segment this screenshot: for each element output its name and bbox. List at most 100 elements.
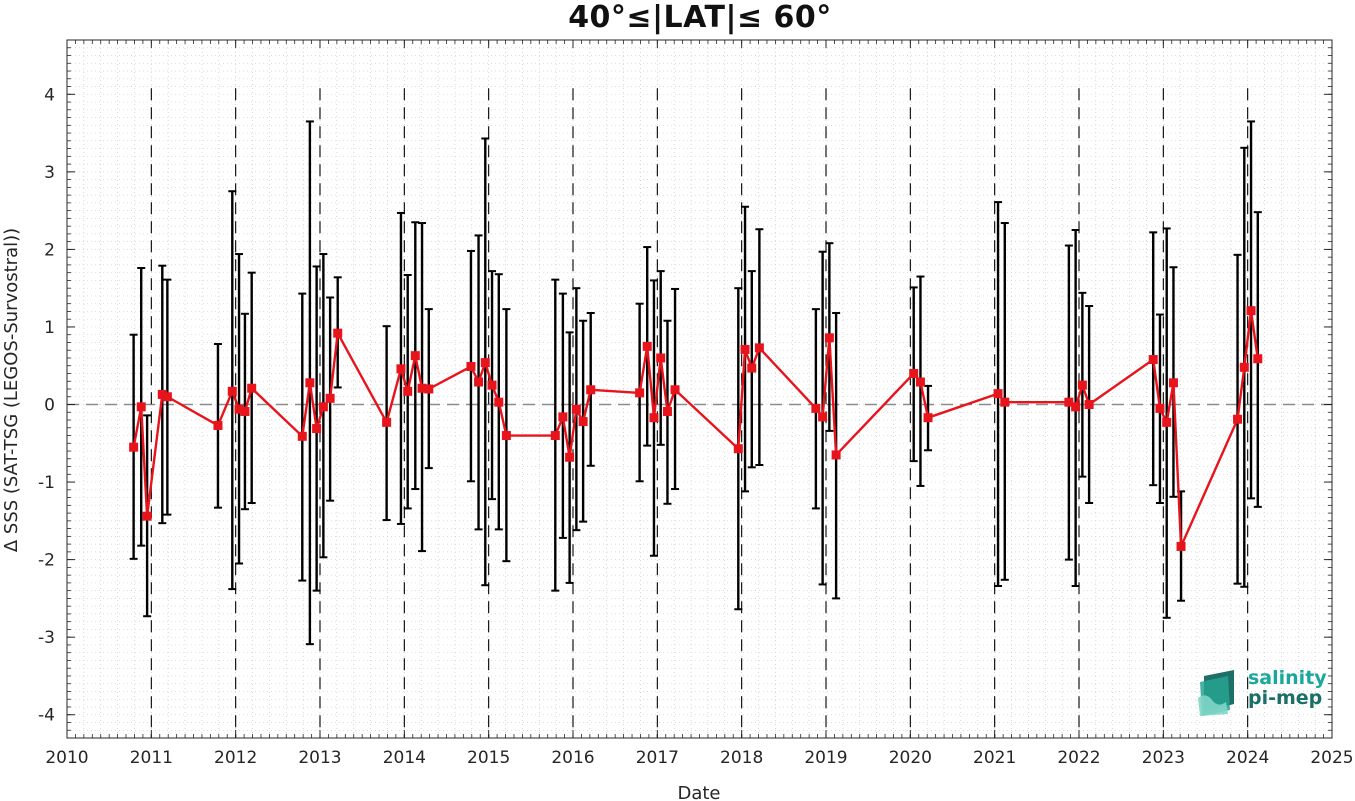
data-point-marker — [297, 431, 307, 441]
y-tick-label: 3 — [44, 163, 55, 183]
data-point-marker — [129, 442, 139, 452]
data-point-marker — [480, 358, 490, 368]
data-point-marker — [227, 386, 237, 396]
data-point-marker — [915, 377, 925, 387]
x-tick-label: 2011 — [130, 748, 173, 768]
data-point-marker — [466, 362, 476, 372]
marker-layer — [129, 306, 1263, 551]
data-point-marker — [909, 368, 919, 378]
x-tick-label: 2024 — [1226, 748, 1269, 768]
data-point-marker — [410, 351, 420, 361]
data-point-marker — [740, 344, 750, 354]
data-point-marker — [993, 389, 1003, 399]
y-tick-label: -3 — [38, 628, 55, 648]
data-point-marker — [1064, 397, 1074, 407]
y-axis-label: Δ SSS (SAT-TSG (LEGOS-Survostral)) — [1, 228, 22, 552]
data-point-marker — [649, 413, 659, 423]
x-tick-label: 2012 — [214, 748, 257, 768]
data-point-marker — [1233, 414, 1243, 424]
data-point-marker — [396, 364, 406, 374]
data-point-marker — [1176, 541, 1186, 551]
x-axis-label: Date — [677, 783, 720, 801]
x-tick-label: 2013 — [298, 748, 341, 768]
x-tick-label: 2010 — [45, 748, 88, 768]
data-point-marker — [501, 431, 511, 441]
data-point-marker — [382, 417, 392, 427]
y-tick-label: 0 — [44, 396, 55, 416]
data-point-marker — [1168, 378, 1178, 388]
tick-layer: 2010 2011 2012 2013 2014 2015 2016 2017 2018 2019… — [38, 39, 1354, 768]
data-point-marker — [213, 420, 223, 430]
data-point-marker — [1071, 402, 1081, 412]
data-point-marker — [824, 333, 834, 343]
data-point-marker — [240, 406, 250, 416]
data-point-marker — [142, 511, 152, 521]
data-point-marker — [162, 392, 172, 402]
salinity-pi-mep-logo: salinity pi-mep — [1196, 668, 1336, 718]
data-point-marker — [333, 328, 343, 338]
data-point-marker — [571, 404, 581, 414]
data-point-marker — [247, 383, 257, 393]
data-point-marker — [642, 341, 652, 351]
data-point-marker — [818, 412, 828, 422]
logo-text: salinity pi-mep — [1248, 668, 1327, 708]
data-point-marker — [1077, 380, 1087, 390]
data-point-marker — [747, 363, 757, 373]
x-tick-label: 2022 — [1057, 748, 1100, 768]
x-tick-label: 2021 — [973, 748, 1016, 768]
x-tick-label: 2019 — [804, 748, 847, 768]
data-point-marker — [474, 377, 484, 387]
data-point-marker — [494, 397, 504, 407]
data-point-marker — [1000, 397, 1010, 407]
logo-line1: salinity — [1248, 667, 1327, 689]
data-point-marker — [1155, 403, 1165, 413]
data-point-marker — [733, 444, 743, 454]
data-point-marker — [586, 385, 596, 395]
data-point-marker — [1162, 417, 1172, 427]
data-point-marker — [662, 406, 672, 416]
data-point-marker — [1246, 306, 1256, 316]
x-tick-label: 2023 — [1142, 748, 1185, 768]
data-point-marker — [1253, 354, 1263, 364]
y-tick-label: -2 — [38, 551, 55, 571]
data-point-marker — [565, 452, 575, 462]
y-tick-label: 1 — [44, 318, 55, 338]
data-point-marker — [558, 412, 568, 422]
chart-title: 40°≤|LAT|≤ 60° — [568, 0, 832, 35]
data-point-marker — [403, 386, 413, 396]
data-point-marker — [811, 403, 821, 413]
y-tick-label: -4 — [38, 706, 55, 726]
data-point-marker — [312, 424, 322, 434]
data-point-marker — [325, 393, 335, 403]
data-point-marker — [1084, 400, 1094, 410]
x-tick-label: 2014 — [383, 748, 426, 768]
y-tick-label: 2 — [44, 240, 55, 260]
data-point-marker — [754, 343, 764, 353]
data-point-marker — [578, 417, 588, 427]
x-tick-label: 2016 — [551, 748, 594, 768]
data-point-marker — [550, 431, 560, 441]
grid-layer — [66, 39, 1333, 739]
x-tick-label: 2025 — [1310, 748, 1353, 768]
x-tick-label: 2017 — [636, 748, 679, 768]
data-point-marker — [318, 402, 328, 412]
x-tick-label: 2015 — [467, 748, 510, 768]
y-tick-label: -1 — [38, 473, 55, 493]
logo-line2: pi-mep — [1248, 687, 1323, 709]
data-point-marker — [1148, 355, 1158, 365]
data-point-marker — [831, 450, 841, 460]
data-point-marker — [635, 388, 645, 398]
data-point-marker — [670, 385, 680, 395]
errorbar-layer — [129, 120, 1262, 646]
data-point-marker — [136, 402, 146, 412]
y-tick-label: 4 — [44, 85, 55, 105]
data-point-marker — [923, 413, 933, 423]
data-point-marker — [487, 380, 497, 390]
data-point-marker — [1239, 362, 1249, 372]
x-tick-label: 2020 — [889, 748, 932, 768]
data-point-marker — [656, 353, 666, 363]
salinity-waves-icon — [1198, 670, 1234, 716]
x-tick-label: 2018 — [720, 748, 763, 768]
data-point-marker — [305, 378, 315, 388]
